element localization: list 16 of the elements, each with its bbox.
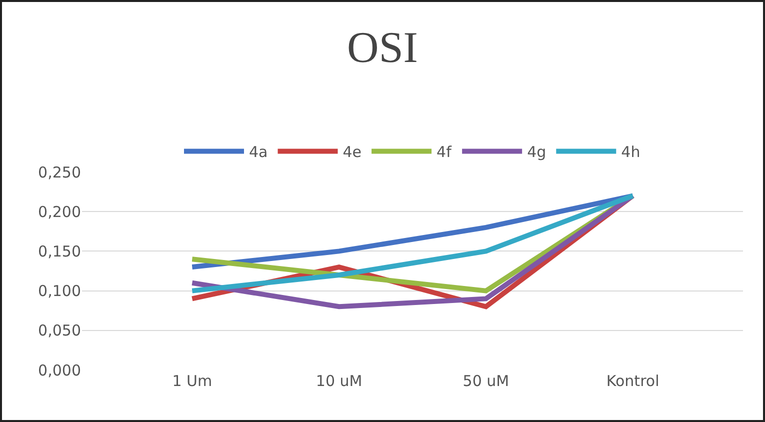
y-tick-label: 0,250: [38, 163, 81, 182]
y-tick-label: 0,150: [38, 242, 81, 260]
y-tick-label: 0,000: [38, 361, 81, 380]
legend-label: 4f: [436, 143, 452, 162]
x-tick-label: Kontrol: [606, 372, 660, 390]
chart-title: OSI: [347, 23, 418, 72]
y-tick-label: 0,050: [38, 322, 81, 340]
legend-label: 4a: [249, 143, 268, 162]
y-tick-label: 0,200: [38, 202, 81, 221]
x-tick-label: 50 uM: [462, 372, 510, 390]
x-tick-label: 1 Um: [172, 372, 212, 390]
x-tick-label: 10 uM: [316, 372, 362, 390]
y-tick-label: 0,100: [38, 282, 81, 300]
legend-label: 4g: [527, 143, 546, 162]
legend-label: 4h: [621, 143, 640, 162]
legend-label: 4e: [342, 143, 362, 162]
